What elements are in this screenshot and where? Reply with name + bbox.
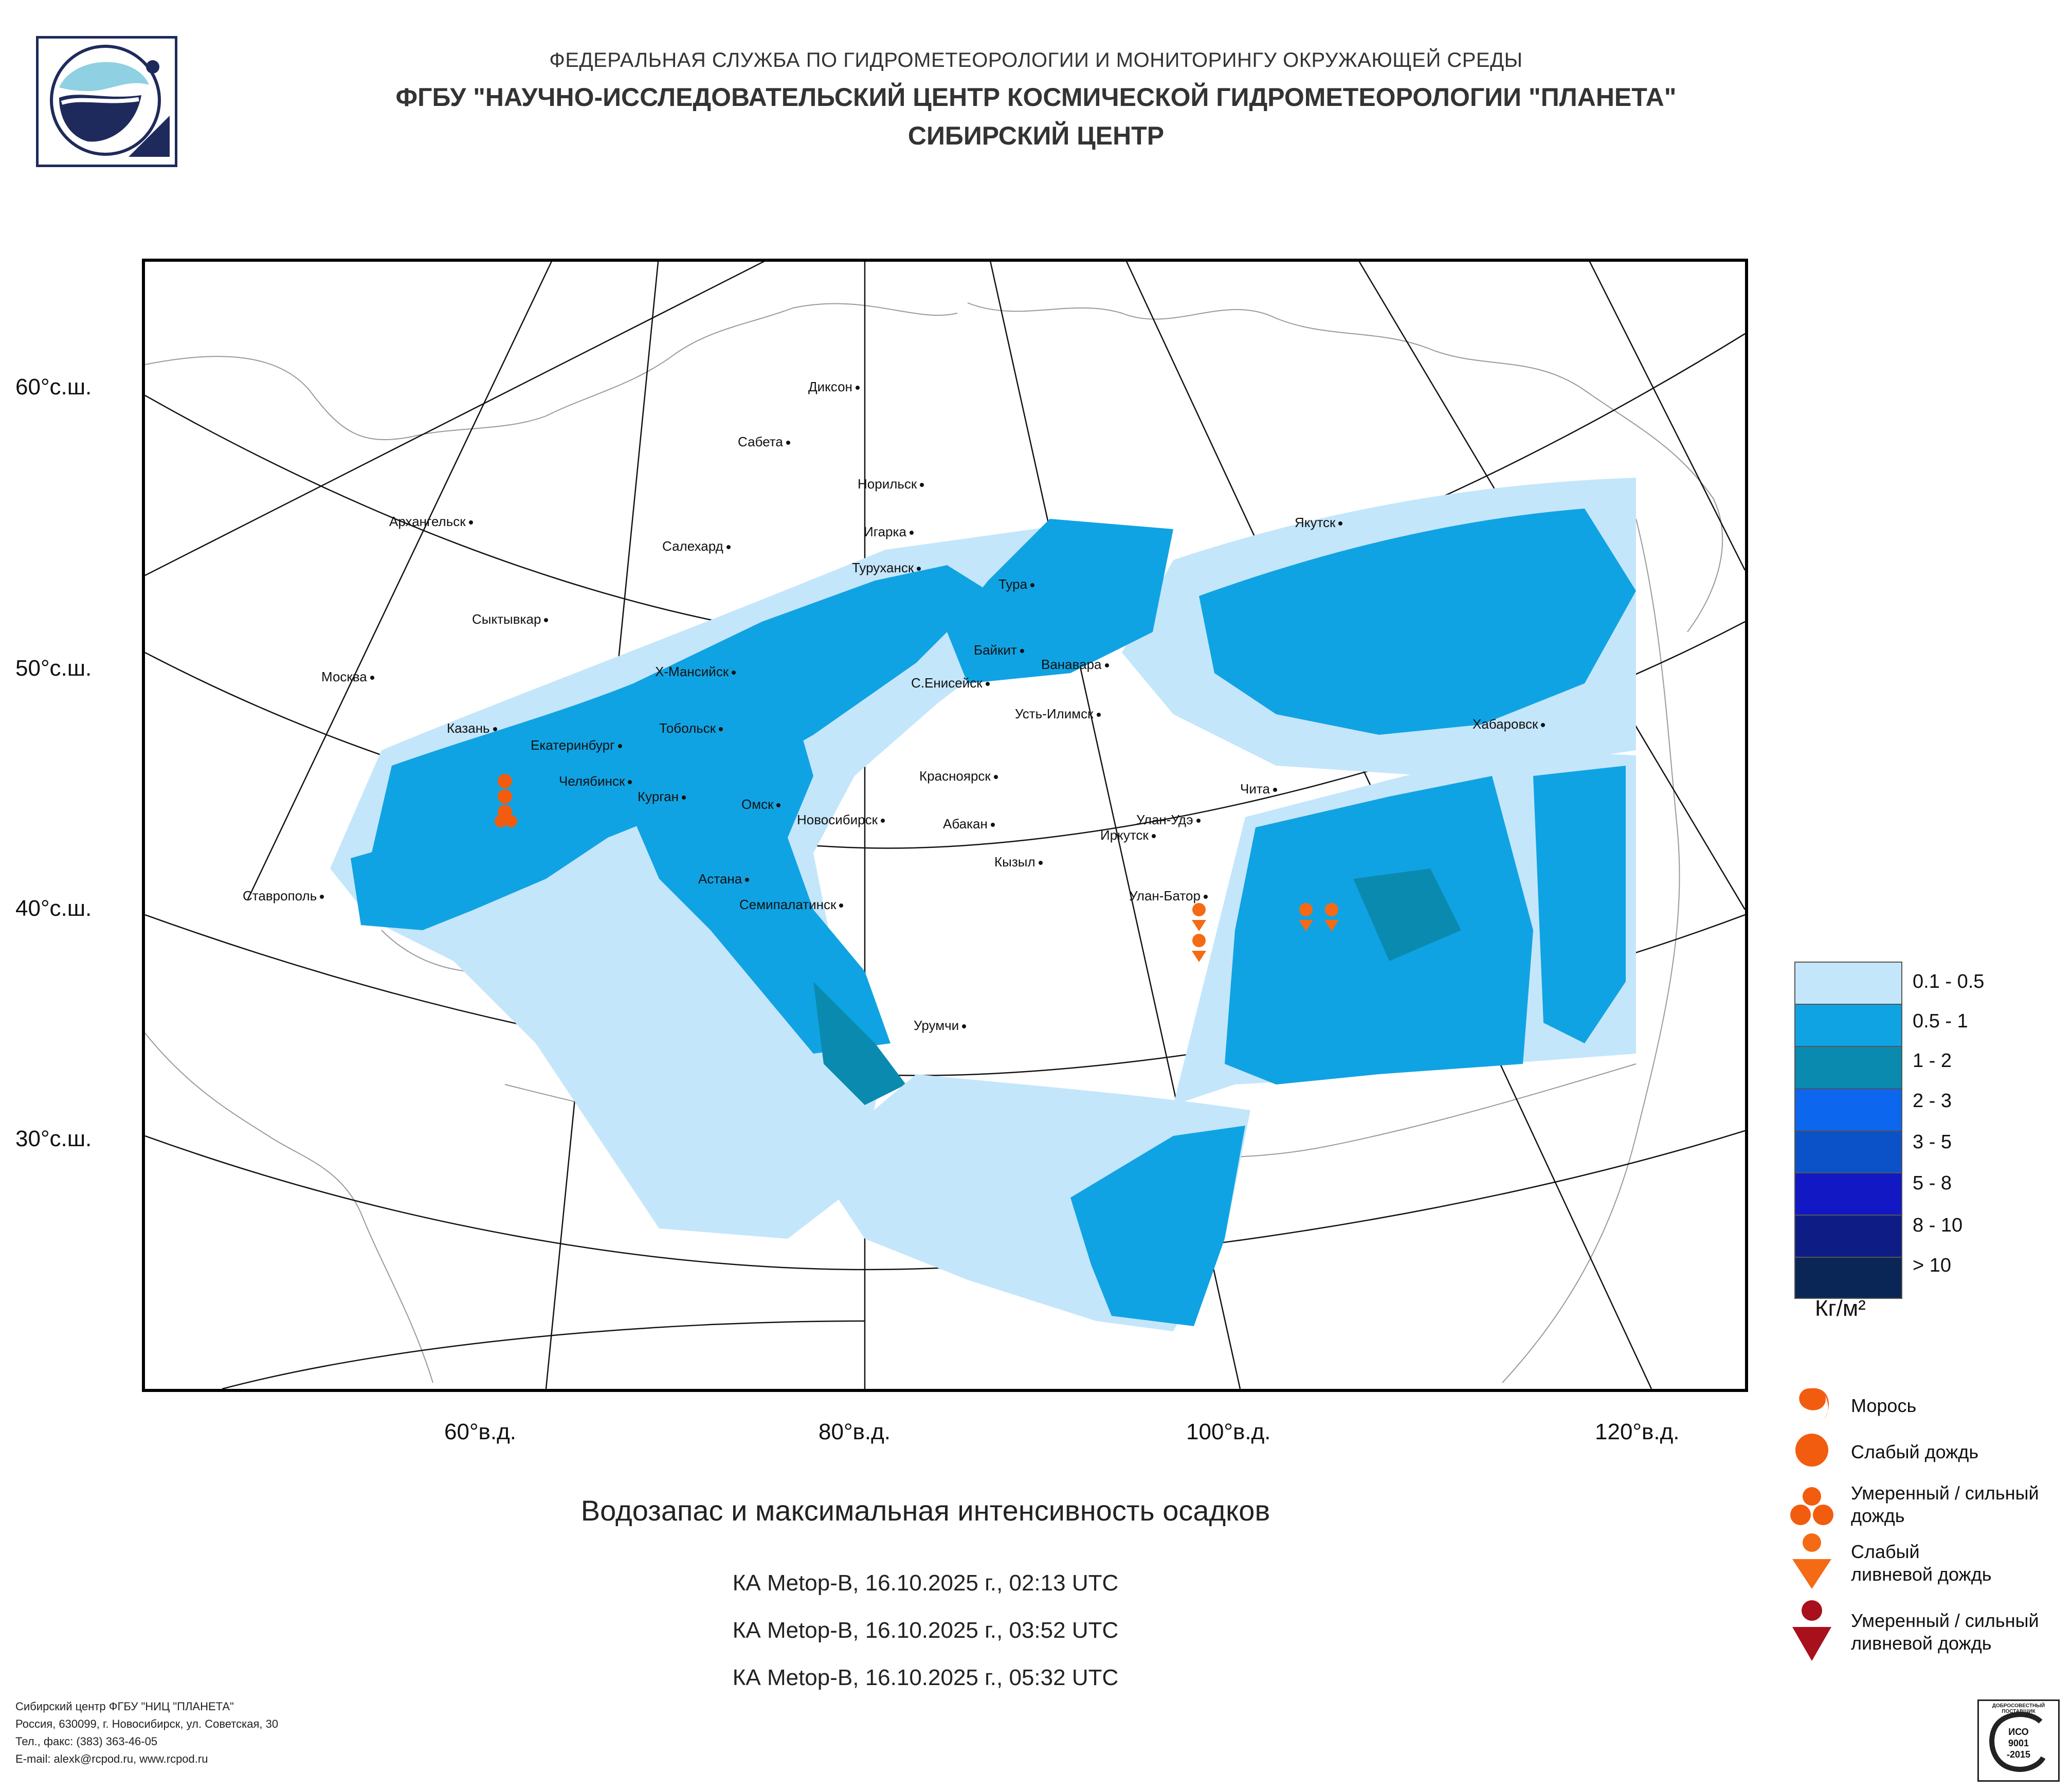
city-chelyabinsk: Челябинск (559, 773, 632, 789)
city-tobolsk: Тобольск (659, 720, 723, 736)
iso-certificate-badge: ДОБРОСОВЕСТНЫЙ ПОСТАВЩИК ИСО 9001 -2015 (1977, 1699, 2060, 1782)
city-omsk: Омск (741, 797, 781, 812)
city-tura: Тура (998, 576, 1035, 592)
header-agency: ФЕДЕРАЛЬНАЯ СЛУЖБА ПО ГИДРОМЕТЕОРОЛОГИИ … (549, 49, 1523, 71)
city-khabarovsk: Хабаровск (1473, 716, 1546, 732)
lon-label-120: 120°в.д. (1595, 1419, 1680, 1444)
legend-swatch-2 (1794, 1046, 1902, 1088)
city-chita: Чита (1240, 781, 1277, 797)
legend-label-4: 3 - 5 (1913, 1131, 1952, 1153)
lat-label-60: 60°с.ш. (15, 374, 92, 400)
satellite-pass-3: КА Metop-B, 16.10.2025 г., 05:32 UTC (732, 1665, 1119, 1690)
legend-label-7: > 10 (1913, 1255, 1952, 1276)
legend-label-1: 0.5 - 1 (1913, 1010, 1968, 1032)
city-yakutsk: Якутск (1295, 515, 1343, 531)
city-arkhangelsk: Архангельск (389, 514, 473, 530)
footer-org: Сибирский центр ФГБУ "НИЦ "ПЛАНЕТА" (15, 1700, 234, 1713)
legend-light-shower: Слабый ливневой дождь (1851, 1541, 1992, 1585)
city-ulan-ude: Улан-Удэ (1136, 812, 1201, 828)
lat-label-30: 30°с.ш. (15, 1126, 92, 1151)
city-stavropol: Ставрополь (243, 888, 324, 904)
city-abakan: Абакан (943, 816, 995, 832)
city-syktyvkar: Сыктывкар (472, 611, 549, 627)
lon-label-60: 60°в.д. (444, 1419, 517, 1444)
city-vanavara: Ванавара (1041, 657, 1109, 673)
legend-swatch-5 (1794, 1172, 1902, 1215)
legend-swatch-6 (1794, 1215, 1902, 1257)
city-astana: Астана (698, 871, 750, 887)
map-panel[interactable]: Диксон Сабета Норильск Архангельск Игарк… (142, 259, 1748, 1392)
city-igarka: Игарка (864, 524, 914, 540)
lat-label-50: 50°с.ш. (15, 656, 92, 681)
legend-swatch-0 (1794, 962, 1902, 1004)
moderate-rain-icon (1790, 1487, 1833, 1525)
lat-label-40: 40°с.ш. (15, 896, 92, 921)
precip-symbols (495, 774, 1339, 962)
city-baikit: Байкит (974, 642, 1024, 658)
legend-label-0: 0.1 - 0.5 (1913, 971, 1985, 992)
legend-swatch-3 (1794, 1088, 1902, 1130)
city-salekhard: Салехард (662, 538, 731, 554)
legend-label-2: 1 - 2 (1913, 1050, 1952, 1072)
light-shower-icon (1792, 1533, 1831, 1589)
logo-graphic (50, 45, 170, 157)
heavy-shower-icon (1792, 1600, 1831, 1661)
city-yekaterinburg: Екатеринбург (531, 737, 622, 753)
header-institute: ФГБУ "НАУЧНО-ИССЛЕДОВАТЕЛЬСКИЙ ЦЕНТР КОС… (395, 83, 1677, 112)
satellite-pass-1: КА Metop-B, 16.10.2025 г., 02:13 UTC (732, 1570, 1119, 1596)
legend-label-5: 5 - 8 (1913, 1172, 1952, 1194)
legend-swatch-7 (1794, 1257, 1902, 1299)
city-irkutsk: Иркутск (1100, 827, 1156, 843)
city-urumqi: Урумчи (914, 1018, 967, 1034)
city-kurgan: Курган (638, 789, 686, 805)
map-canvas (145, 262, 1745, 1389)
legend-drizzle: Морось (1851, 1395, 1917, 1416)
legend-heavy-shower: Умеренный / сильный ливневой дождь (1851, 1610, 2039, 1654)
drizzle-icon (1799, 1388, 1829, 1419)
city-kazan: Казань (447, 720, 497, 736)
footer-phone: Тел., факс: (383) 363-46-05 (15, 1735, 158, 1748)
city-turukhansk: Туруханск (852, 560, 921, 576)
city-norilsk: Норильск (858, 476, 924, 492)
legend-light-rain: Слабый дождь (1851, 1441, 1979, 1462)
iso-label: ИСО (2008, 1727, 2029, 1737)
footer-email: E-mail: alexk@rcpod.ru, www.rcpod.ru (15, 1752, 208, 1765)
water-content-swaths (330, 478, 1636, 1331)
city-krasnoyarsk: Красноярск (919, 768, 998, 784)
city-dikson: Диксон (808, 379, 860, 395)
city-khanty-mansiysk: Х-Мансийск (655, 664, 736, 680)
legend-unit: Кг/м² (1815, 1296, 1866, 1321)
legend-swatch-1 (1794, 1004, 1902, 1046)
city-kyzyl: Кызыл (994, 854, 1043, 870)
water-content-legend (1794, 962, 1902, 1299)
map-title: Водозапас и максимальная интенсивность о… (580, 1494, 1270, 1527)
lon-label-80: 80°в.д. (819, 1419, 891, 1444)
lon-label-100: 100°в.д. (1186, 1419, 1271, 1444)
iso-year: -2015 (2006, 1749, 2031, 1760)
city-ust-ilimsk: Усть-Илимск (1015, 706, 1101, 722)
city-semipalatinsk: Семипалатинск (739, 897, 844, 913)
city-novosibirsk: Новосибирск (797, 812, 885, 828)
legend-label-6: 8 - 10 (1913, 1215, 1963, 1236)
city-s-eniseysk: С.Енисейск (911, 675, 990, 691)
satellite-pass-2: КА Metop-B, 16.10.2025 г., 03:52 UTC (732, 1618, 1119, 1643)
city-moscow: Москва (321, 669, 374, 685)
legend-label-3: 2 - 3 (1913, 1090, 1952, 1112)
iso-number: 9001 (2008, 1738, 2029, 1748)
planeta-logo (36, 36, 177, 167)
precip-symbol-legend (1790, 1388, 1833, 1661)
footer-address: Россия, 630099, г. Новосибирск, ул. Сове… (15, 1717, 279, 1730)
iso-top-text: ДОБРОСОВЕСТНЫЙ ПОСТАВЩИК (1992, 1703, 2045, 1714)
light-rain-icon (1795, 1434, 1828, 1467)
city-ulan-bator: Улан-Батор (1129, 888, 1208, 904)
iso-mark-icon (1989, 1712, 2046, 1772)
header-center: СИБИРСКИЙ ЦЕНТР (907, 121, 1165, 150)
legend-swatch-4 (1794, 1130, 1902, 1172)
legend-moderate-rain: Умеренный / сильный дождь (1851, 1482, 2039, 1526)
city-sabeta: Сабета (738, 434, 790, 450)
